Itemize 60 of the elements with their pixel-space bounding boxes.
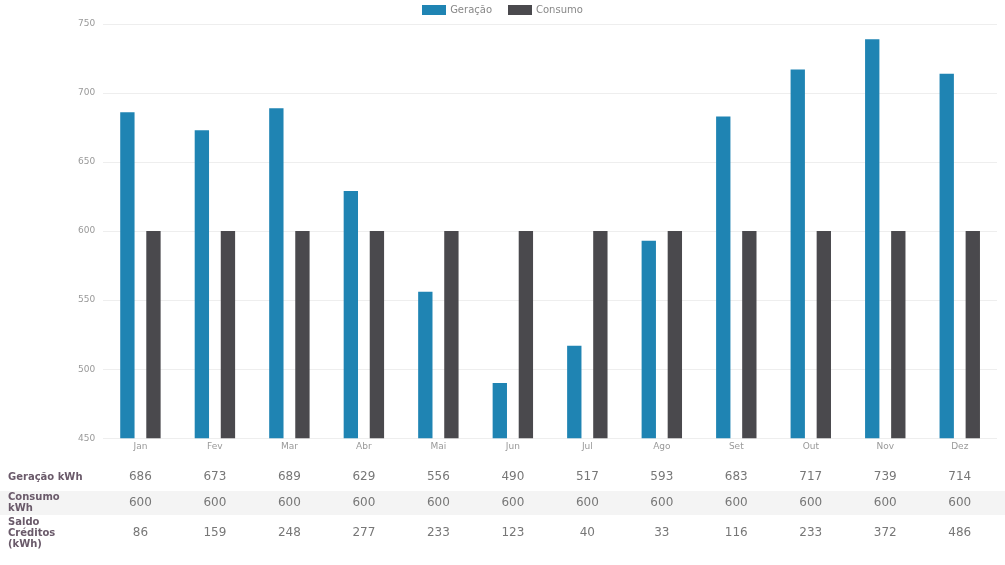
data-label: 683 (724, 469, 748, 484)
data-label: 517 (575, 469, 599, 484)
text: 40 (579, 525, 595, 540)
data-label: 673 (203, 469, 227, 484)
y-tick-label: 550 (77, 294, 96, 305)
x-tick-label: Jul (580, 440, 593, 451)
text: 159 (203, 525, 227, 540)
data-label: 714 (948, 469, 972, 484)
text: 233 (799, 525, 823, 540)
text: 116 (724, 525, 748, 540)
data-label: 600 (501, 495, 525, 510)
y-tick-label: 450 (77, 432, 96, 443)
data-label: 600 (799, 495, 823, 510)
text: 248 (277, 525, 301, 540)
data-label: 686 (128, 469, 152, 484)
text: Saldo Créditos (kWh) (8, 515, 56, 549)
text: Geração kWh (8, 470, 83, 482)
legend-label: Consumo (536, 4, 583, 15)
data-label: 689 (277, 469, 301, 484)
legend-label: Geração (450, 4, 493, 15)
x-tick-label: Dez (951, 440, 969, 451)
data-label: 717 (799, 469, 823, 484)
data-label: 600 (128, 495, 152, 510)
text: 233 (426, 525, 450, 540)
x-tick-label: Abr (356, 440, 372, 451)
data-label: 600 (948, 495, 972, 510)
data-label: 600 (650, 495, 674, 510)
data-label: 556 (426, 469, 450, 484)
data-label: 600 (203, 495, 227, 510)
x-tick-label: Mar (280, 440, 299, 451)
text: 123 (501, 525, 525, 540)
data-label: 600 (575, 495, 599, 510)
text: 277 (352, 525, 376, 540)
data-label: 490 (501, 469, 525, 484)
data-label: 600 (352, 495, 376, 510)
y-tick-label: 700 (77, 87, 96, 98)
data-label: 600 (724, 495, 748, 510)
y-tick-label: 600 (77, 225, 96, 236)
y-tick-label: 650 (77, 156, 96, 167)
text: 372 (873, 525, 897, 540)
x-tick-label: Fev (207, 440, 224, 451)
x-tick-label: Jun (504, 440, 520, 451)
data-label: 600 (426, 495, 450, 510)
x-tick-label: Mai (430, 440, 447, 451)
text: 33 (654, 525, 670, 540)
x-tick-label: Out (802, 440, 820, 451)
data-label: 593 (650, 469, 674, 484)
y-tick-label: 750 (77, 18, 96, 29)
data-label: 739 (873, 469, 897, 484)
data-label: 600 (873, 495, 897, 510)
text: 486 (948, 525, 972, 540)
data-label: 600 (277, 495, 301, 510)
x-tick-label: Ago (653, 440, 671, 451)
text: 86 (132, 525, 149, 540)
y-tick-label: 500 (77, 363, 96, 374)
text: Consumo kWh (8, 491, 60, 514)
x-tick-label: Nov (876, 440, 895, 451)
x-tick-label: Jan (132, 440, 148, 451)
data-label: 629 (352, 469, 376, 484)
x-tick-label: Set (728, 440, 745, 451)
